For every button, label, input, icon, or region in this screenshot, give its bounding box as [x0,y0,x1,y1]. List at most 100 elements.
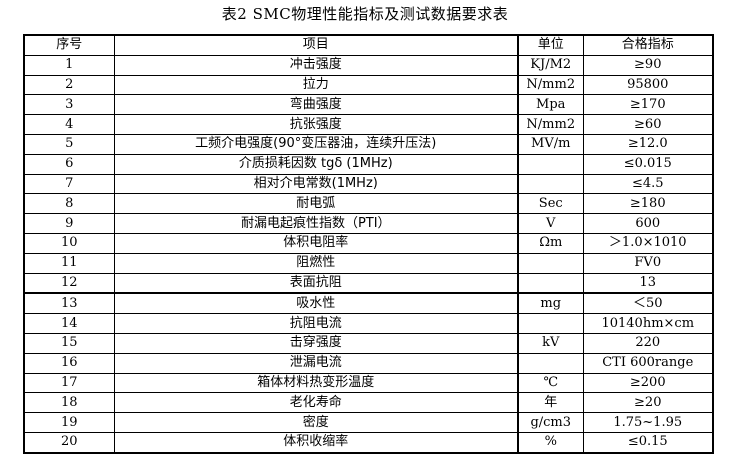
row-item: 相对介电常数(1MHz) [113,173,519,195]
row-unit: KJ/M2 [517,54,584,76]
row-spec: 1.75~1.95 [582,412,714,433]
properties-table: 序号 项目 单位 合格指标 1 冲击强度 KJ/M2 ≥90 2 拉力 N/mm2 95800… [23,34,714,454]
row-spec: ≥180 [582,193,714,215]
row-number: 1 [23,54,115,76]
row-item: 抗张强度 [113,114,519,135]
table-title: 表2 SMC物理性能指标及测试数据要求表 [221,5,509,23]
row-number: 14 [23,313,115,334]
row-spec: ≤4.5 [582,173,714,195]
header-spec: 合格指标 [582,34,714,56]
row-number: 5 [23,133,115,155]
row-spec: ≥20 [582,392,714,414]
table-row: 20 体积收缩率% ≤0.15 [23,431,714,454]
row-number: 9 [23,213,115,234]
row-spec: ≥170 [582,94,714,116]
row-item: 表面抗阻 [113,272,519,294]
row-number: 11 [23,252,115,274]
row-spec: ＞1.0×1010 [582,232,714,254]
row-unit [517,153,584,175]
row-unit [517,313,584,334]
row-item: 击穿强度 [113,332,519,354]
row-spec: 10140hm×cm [582,313,714,334]
row-unit: V [517,213,584,234]
row-unit: Sec [517,193,584,215]
row-unit: Ωm [517,232,584,254]
row-spec: 95800 [582,74,714,96]
header-no: 序号 [23,34,115,56]
table-row: 11 阻燃性 FV0 [23,252,714,274]
row-item: 阻燃性 [113,252,519,274]
table-row: 6 介质损耗因数 tgδ (1MHz) ≤0.015 [23,153,714,175]
table-row: 13 吸水性 mg ＜50 [23,292,714,315]
row-item: 抗阻电流 [113,313,519,334]
row-spec: 220 [582,332,714,354]
table-row: 12 表面抗阻 13 [23,272,714,294]
row-item: 拉力 [113,74,519,96]
row-spec: 600 [582,213,714,234]
row-number: 19 [23,412,115,433]
row-number: 13 [23,292,115,315]
table-row: 16 泄漏电流 CTI 600range [23,352,714,374]
row-number: 3 [23,94,115,116]
row-unit: mg [517,292,584,315]
row-spec: FV0 [582,252,714,274]
row-item: 体积电阻率 [113,232,519,254]
table-row: 15 击穿强度 kV 220 [23,332,714,354]
row-unit [517,252,584,274]
row-number: 18 [23,392,115,414]
table-row: 5 工频介电强度(90°变压器油，连续升压法) MV/m ≥12.0 [23,133,714,155]
row-spec: ≥12.0 [582,133,714,155]
header-unit: 单位 [517,34,584,56]
row-number: 16 [23,352,115,374]
row-item: 弯曲强度 [113,94,519,116]
row-item: 冲击强度 [113,54,519,76]
table-row: 10 体积电阻率 Ωm ＞1.0×1010 [23,232,714,254]
row-item: 工频介电强度(90°变压器油，连续升压法) [113,133,519,155]
table-row: 18 老化寿命年 ≥20 [23,392,714,414]
row-spec: ≤0.015 [582,153,714,175]
row-unit: N/mm2 [517,114,584,135]
row-spec: ≥200 [582,372,714,394]
row-item: 箱体材料热变形温度 [113,372,519,394]
row-item: 泄漏电流 [113,352,519,374]
row-item: 吸水性 [113,292,519,315]
row-spec: ≥60 [582,114,714,135]
row-number: 17 [23,372,115,394]
row-item: 密度 [113,412,519,433]
row-number: 2 [23,74,115,96]
row-number: 12 [23,272,115,294]
table-row: 17 箱体材料热变形温度 ℃ ≥200 [23,372,714,394]
row-unit: 年 [517,392,584,414]
row-number: 15 [23,332,115,354]
header-row: 序号 项目 单位 合格指标 [23,34,714,56]
table-row: 14 抗阻电流 10140hm×cm [23,313,714,334]
row-unit [517,272,584,294]
row-item: 介质损耗因数 tgδ (1MHz) [113,153,519,175]
row-unit: % [517,431,584,454]
row-unit: MV/m [517,133,584,155]
table-row: 19 密度 g/cm3 1.75~1.95 [23,412,714,433]
table-row: 7 相对介电常数(1MHz) ≤4.5 [23,173,714,195]
row-number: 10 [23,232,115,254]
row-spec: CTI 600range [582,352,714,374]
row-item: 耐电弧 [113,193,519,215]
header-item: 项目 [113,34,519,56]
row-unit: N/mm2 [517,74,584,96]
table-row: 3 弯曲强度 Mpa ≥170 [23,94,714,116]
row-unit: Mpa [517,94,584,116]
row-unit [517,173,584,195]
row-spec: 13 [582,272,714,294]
table-row: 9 耐漏电起痕性指数（PTI） V 600 [23,213,714,234]
row-unit: kV [517,332,584,354]
table-row: 4 抗张强度 N/mm2 ≥60 [23,114,714,135]
row-spec: ≤0.15 [582,431,714,454]
row-unit: ℃ [517,372,584,394]
row-number: 7 [23,173,115,195]
row-spec: ＜50 [582,292,714,315]
row-unit: g/cm3 [517,412,584,433]
row-number: 6 [23,153,115,175]
row-number: 4 [23,114,115,135]
row-spec: ≥90 [582,54,714,76]
table-row: 1 冲击强度 KJ/M2 ≥90 [23,54,714,76]
row-number: 20 [23,431,115,454]
